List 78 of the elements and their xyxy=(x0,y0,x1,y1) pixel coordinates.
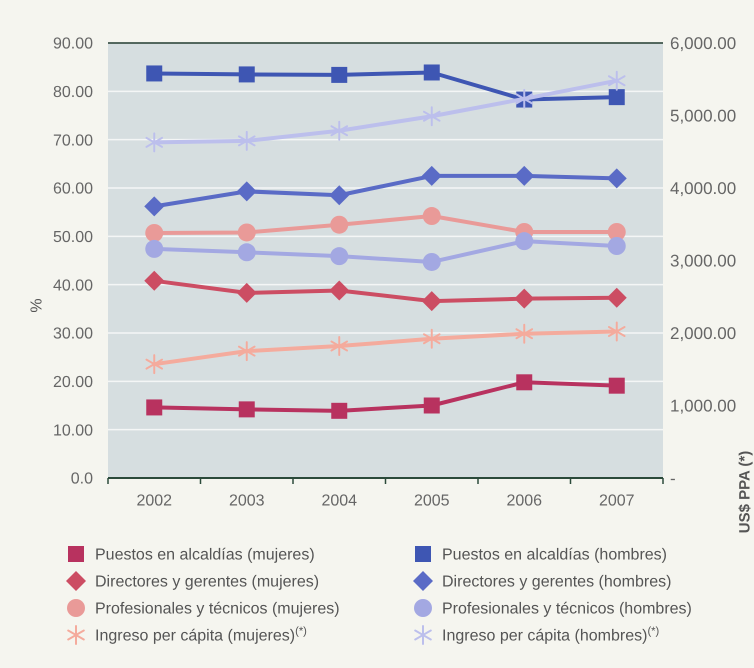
y-tick-label: 0.0 xyxy=(70,470,94,488)
y2-tick-label: 6,000.00 xyxy=(670,34,736,53)
point xyxy=(422,252,441,271)
point xyxy=(236,181,257,202)
x-tick-label: 2005 xyxy=(414,492,450,510)
y2-axis-title: US$ PPA (*) xyxy=(736,450,754,534)
point xyxy=(329,280,350,300)
point xyxy=(606,288,627,308)
y-tick-label: 70.00 xyxy=(52,132,94,150)
point xyxy=(515,88,534,109)
point xyxy=(238,243,256,262)
legend-label: Puestos en alcaldías (mujeres) xyxy=(95,546,315,564)
point xyxy=(238,223,256,242)
legend-label: Ingreso per cápita (mujeres)$^{(*)}$ xyxy=(95,626,308,645)
y-tick-label: 10.00 xyxy=(52,422,94,440)
point xyxy=(238,130,256,151)
point xyxy=(236,282,257,303)
x-tick-label: 2003 xyxy=(228,492,265,510)
y2-tick-label: - xyxy=(670,468,676,488)
legend-label: Profesionales y técnicos (mujeres) xyxy=(95,600,340,618)
y2-tick-label: 3,000.00 xyxy=(670,251,736,270)
legend-label: Directores y gerentes (hombres) xyxy=(442,574,672,591)
point xyxy=(422,328,441,349)
point xyxy=(516,374,532,390)
point xyxy=(608,237,626,255)
point xyxy=(330,216,348,234)
y-tick-label: 50.00 xyxy=(52,228,94,246)
point xyxy=(329,185,350,206)
point xyxy=(145,132,164,152)
point xyxy=(514,166,534,186)
point xyxy=(238,401,255,418)
y-tick-label: 40.00 xyxy=(52,277,94,294)
point xyxy=(422,166,442,186)
legend-label: Ingreso per cápita (hombres)$^{(*)}$ xyxy=(442,626,660,645)
point xyxy=(238,341,256,362)
y2-tick-label: 4,000.00 xyxy=(670,178,736,198)
x-tick-label: 2004 xyxy=(321,492,358,510)
point xyxy=(144,196,164,216)
point xyxy=(515,324,534,344)
point xyxy=(146,65,162,82)
point xyxy=(514,288,534,309)
y-tick-label: 20.00 xyxy=(52,374,94,391)
point xyxy=(238,66,255,82)
point xyxy=(145,224,164,242)
legend-label: Directores y gerentes (mujeres) xyxy=(95,574,320,591)
y2-tick-label: 2,000.00 xyxy=(670,324,736,343)
point xyxy=(145,240,164,258)
point xyxy=(144,270,164,291)
point xyxy=(422,207,441,226)
y-tick-label: 90.00 xyxy=(52,36,94,53)
y-tick-label: 30.00 xyxy=(52,326,94,343)
point xyxy=(608,89,625,106)
y-tick-label: 80.00 xyxy=(52,84,94,101)
point xyxy=(424,64,440,80)
point xyxy=(515,232,534,250)
point xyxy=(424,398,440,414)
y2-tick-label: 1,000.00 xyxy=(670,396,736,416)
x-tick-label: 2002 xyxy=(136,492,172,510)
point xyxy=(330,336,348,356)
point xyxy=(608,378,625,394)
x-tick-label: 2007 xyxy=(598,492,635,510)
point xyxy=(146,399,162,416)
point xyxy=(330,120,348,141)
legend-label: Profesionales y técnicos (hombres) xyxy=(442,600,692,618)
point xyxy=(606,168,627,188)
point xyxy=(608,322,626,342)
point xyxy=(422,106,441,126)
point xyxy=(422,291,442,312)
y-axis-title: % xyxy=(28,298,46,313)
point xyxy=(331,66,348,83)
point xyxy=(331,402,348,419)
point xyxy=(608,70,626,91)
legend-label: Puestos en alcaldías (hombres) xyxy=(442,546,667,564)
y2-tick-label: 5,000.00 xyxy=(670,106,736,126)
x-tick-label: 2006 xyxy=(506,492,542,510)
point xyxy=(145,354,164,374)
point xyxy=(330,247,348,266)
y-tick-label: 60.00 xyxy=(52,180,94,198)
